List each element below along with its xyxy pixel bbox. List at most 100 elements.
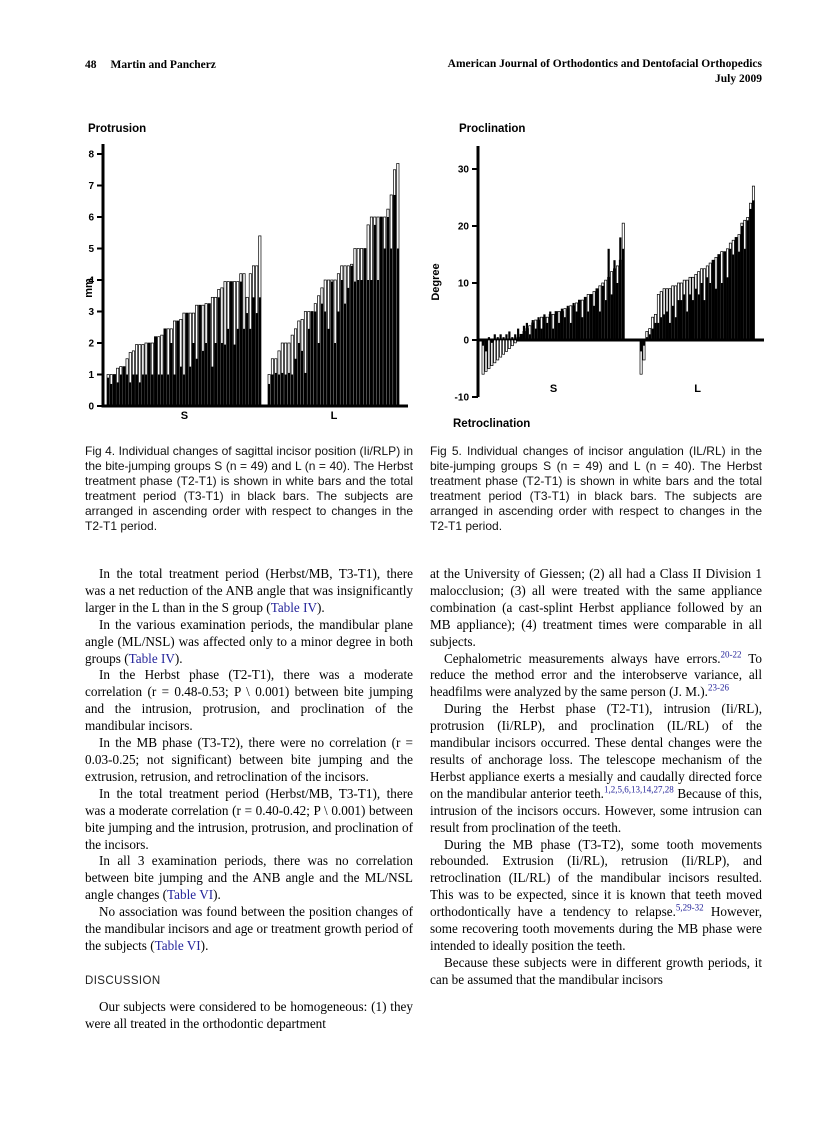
bar-black xyxy=(281,372,284,406)
bar-black xyxy=(132,374,135,406)
bar-black xyxy=(575,311,578,340)
bar-black xyxy=(107,377,110,406)
bar-black xyxy=(694,288,697,340)
text-segment: In the total treatment period (Herbst/MB… xyxy=(85,785,413,852)
y-tick-label: 6 xyxy=(88,213,94,224)
bar-black xyxy=(688,294,692,340)
bar-black xyxy=(217,297,220,406)
citation-superscript[interactable]: 20-22 xyxy=(720,649,742,660)
text-segment: However, some recovering tooth movements… xyxy=(430,904,762,953)
bar-black xyxy=(534,328,537,340)
bar-black xyxy=(697,294,700,340)
bar-black xyxy=(223,344,227,406)
bar-black xyxy=(654,322,657,340)
bar-black xyxy=(277,374,281,406)
bar-black xyxy=(505,334,508,340)
bar-black xyxy=(640,340,643,352)
bar-black xyxy=(291,374,294,406)
bar-black xyxy=(487,337,491,340)
group-label: L xyxy=(331,410,338,422)
bar-black xyxy=(119,374,122,406)
bar-black xyxy=(294,358,297,406)
bar-black xyxy=(151,374,154,406)
bar-black xyxy=(129,382,132,406)
bar-black xyxy=(592,305,596,340)
table-ref-link[interactable]: Table VI xyxy=(154,937,201,953)
fig5-chart: Proclination Retroclination Degree -10 0 10 20… xyxy=(430,123,764,430)
bar-black xyxy=(683,294,686,340)
bar-black xyxy=(189,366,192,406)
bar-black xyxy=(740,226,743,340)
bar-black xyxy=(347,287,350,406)
bar-white xyxy=(502,339,505,355)
bar-black xyxy=(337,311,340,406)
journal-name: American Journal of Orthodontics and Den… xyxy=(447,58,762,70)
y-tick-label: 3 xyxy=(88,307,94,318)
bar-black xyxy=(383,248,386,406)
bar-black xyxy=(157,374,160,406)
table-ref-link[interactable]: Table IV xyxy=(270,599,317,615)
body-column-left: In the total treatment period (Herbst/MB… xyxy=(85,566,413,1033)
text-segment: During the Herbst phase (T2-T1), intrusi… xyxy=(430,701,762,801)
bar-black xyxy=(287,372,291,406)
bar-black xyxy=(380,217,383,406)
bar-black xyxy=(572,302,575,340)
text-segment: ). xyxy=(200,937,209,953)
fig5-caption: Fig 5. Individual changes of incisor ang… xyxy=(430,444,762,533)
bar-black xyxy=(598,311,601,340)
bar-black xyxy=(677,300,680,340)
bar-black xyxy=(314,311,317,406)
chart-bottom-title: Retroclination xyxy=(453,418,530,430)
table-ref-link[interactable]: Table IV xyxy=(128,650,175,666)
bar-black xyxy=(651,328,654,340)
citation-superscript[interactable]: 1,2,5,6,13,14,27,28 xyxy=(603,784,674,795)
group-label: S xyxy=(550,383,557,395)
bar-black xyxy=(357,280,360,406)
bar-black xyxy=(563,317,566,340)
bar-black xyxy=(546,322,549,340)
bar-black xyxy=(122,366,126,406)
bar-black xyxy=(304,372,307,406)
citation-superscript[interactable]: 23-26 xyxy=(707,682,729,693)
bar-black xyxy=(519,334,523,340)
text-segment: To reduce the method error and the inter… xyxy=(430,650,762,700)
citation-superscript[interactable]: 5,29-32 xyxy=(675,902,704,913)
bar-black xyxy=(502,337,505,340)
bar-black xyxy=(746,220,749,340)
bar-black xyxy=(657,322,660,340)
bar-black xyxy=(179,366,182,406)
text-segment: In all 3 examination periods, there was … xyxy=(85,853,413,903)
bar-white xyxy=(513,339,517,344)
bar-black xyxy=(327,328,330,406)
body-column-right: at the University of Giessen; (2) all ha… xyxy=(430,566,762,989)
bar-black xyxy=(660,317,663,340)
bar-black xyxy=(227,328,230,406)
bar-black xyxy=(393,194,396,406)
bar-black xyxy=(350,265,353,406)
text-segment: ). xyxy=(317,599,325,615)
y-tick-label: -10 xyxy=(455,393,470,404)
bar-black xyxy=(154,336,157,406)
text-segment: ). xyxy=(213,887,221,903)
table-ref-link[interactable]: Table VI xyxy=(167,887,214,903)
bar-black xyxy=(703,300,706,340)
paragraph: Our subjects were considered to be homog… xyxy=(85,999,413,1033)
bar-black xyxy=(517,328,520,340)
section-heading: DISCUSSION xyxy=(85,974,161,987)
bar-black xyxy=(601,285,604,340)
paragraph: In the various examination periods, the … xyxy=(85,617,413,668)
bar-black xyxy=(310,311,314,406)
bar-black xyxy=(663,314,666,340)
bar-black xyxy=(186,313,189,406)
bar-black xyxy=(141,374,145,406)
bar-white xyxy=(499,339,503,358)
bar-black xyxy=(220,343,224,406)
bar-black xyxy=(496,337,499,340)
bar-black xyxy=(508,331,511,340)
bar-black xyxy=(648,334,651,340)
bar-black xyxy=(170,343,173,406)
bar-black xyxy=(307,328,310,406)
bar-black xyxy=(386,217,390,406)
bar-black xyxy=(749,208,752,340)
